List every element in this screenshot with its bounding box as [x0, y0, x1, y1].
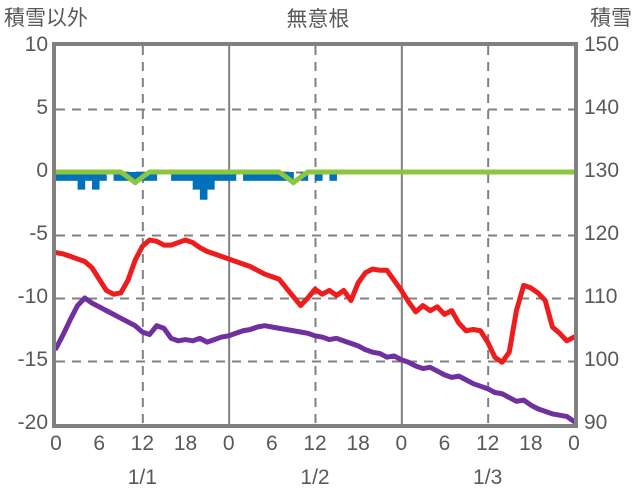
y-axis-right-tick-label: 140 [584, 96, 620, 119]
y-axis-right-tick-label: 150 [584, 33, 620, 56]
x-axis-tick-label: 12 [303, 432, 327, 455]
x-axis-tick-label: 6 [438, 432, 451, 455]
bar [149, 172, 158, 181]
y-axis-left-tick-label: 0 [36, 159, 48, 182]
x-axis-day-label: 1/3 [473, 466, 503, 489]
bar [264, 172, 273, 181]
y-axis-right-tick-label: 100 [584, 348, 620, 371]
right-axis-label: 積雪 [590, 7, 632, 30]
y-axis-right-tick-label: 120 [584, 222, 620, 245]
chart-title: 無意根 [286, 8, 350, 31]
y-axis-right-tick-label: 130 [584, 159, 620, 182]
bar [192, 172, 201, 190]
y-axis-right-tick-label: 90 [584, 411, 608, 434]
x-axis-tick-label: 0 [50, 432, 62, 455]
x-axis-tick-label: 6 [265, 432, 278, 455]
x-axis-tick-label: 18 [346, 432, 370, 455]
bar [135, 172, 143, 181]
bar [286, 172, 294, 181]
bar [250, 172, 258, 181]
x-axis-day-label: 1/2 [300, 466, 330, 489]
y-axis-left-tick-label: 5 [36, 96, 48, 119]
x-axis-tick-label: 6 [93, 432, 105, 455]
bar [257, 172, 266, 181]
x-axis-tick-label: 18 [173, 432, 198, 455]
bar [113, 172, 122, 181]
bar [185, 172, 194, 181]
bar [228, 172, 237, 181]
bar [63, 172, 71, 181]
bar [91, 172, 100, 190]
bar [84, 172, 93, 181]
y-axis-left-tick-label: -5 [29, 222, 48, 245]
y-axis-left-tick-label: -10 [17, 285, 48, 308]
bar [243, 172, 251, 181]
bar [329, 172, 337, 181]
bar [56, 172, 64, 181]
x-axis-tick-label: 0 [568, 432, 580, 455]
plot-inner [56, 46, 574, 424]
bar [178, 172, 186, 181]
left-axis-label: 積雪以外 [4, 7, 88, 30]
purple-temperature-line [56, 295, 574, 424]
y-axis-right-tick-label: 110 [584, 285, 618, 308]
y-axis-left-tick-label: -20 [17, 411, 48, 434]
bar [127, 172, 136, 181]
bar [207, 172, 215, 190]
bar [315, 172, 323, 181]
x-axis-tick-label: 0 [222, 432, 235, 455]
bar [221, 172, 230, 181]
x-axis-tick-label: 0 [395, 432, 408, 455]
plot-area [52, 42, 578, 428]
y-axis-left-tick-label: -15 [17, 348, 48, 371]
y-axis-left-tick-label: 10 [24, 33, 48, 56]
x-axis-tick-label: 12 [130, 432, 155, 455]
snow-depth-line [56, 169, 574, 186]
bar-series [56, 172, 337, 200]
bar [70, 172, 78, 181]
bar [199, 172, 208, 200]
bar [271, 172, 280, 181]
bar [214, 172, 222, 181]
x-axis-day-label: 1/1 [127, 466, 157, 489]
x-axis-tick-label: 12 [475, 432, 500, 455]
chart-canvas [56, 46, 574, 424]
x-axis-tick-label: 18 [519, 432, 543, 455]
red-temperature-line [56, 237, 574, 365]
bar [171, 172, 179, 181]
bar [99, 172, 107, 181]
bar [77, 172, 86, 190]
